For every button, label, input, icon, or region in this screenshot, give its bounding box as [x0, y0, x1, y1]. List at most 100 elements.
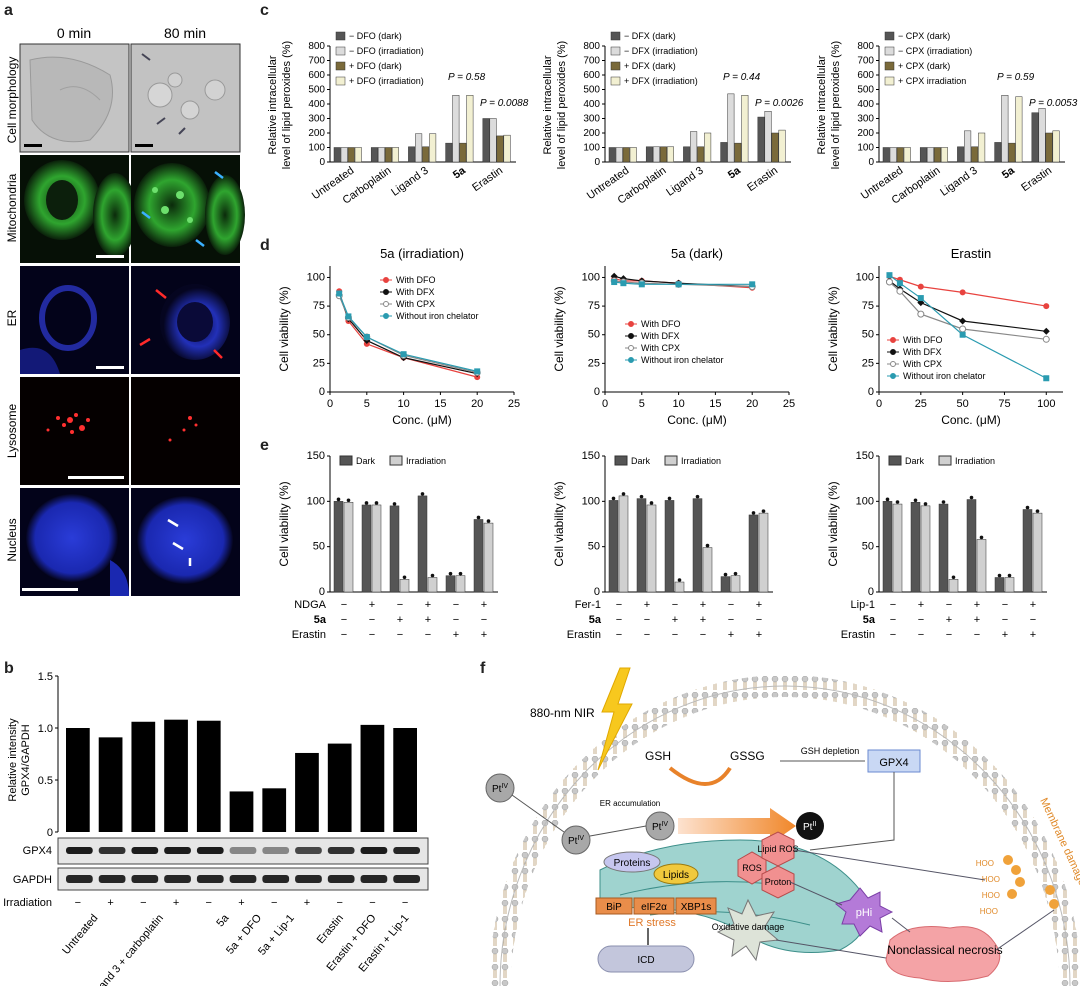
bar	[646, 504, 657, 593]
bar	[482, 118, 490, 163]
legend-label: + DFX (irradiation)	[624, 76, 698, 86]
bar	[295, 752, 319, 832]
sign-row2: +	[974, 614, 980, 626]
gapdh-band	[327, 875, 355, 883]
data-point	[374, 501, 379, 505]
sign-row1: +	[369, 599, 375, 611]
y-tick-label: 0	[319, 386, 325, 398]
data-point	[723, 572, 728, 577]
bar	[645, 146, 653, 163]
bar	[919, 147, 927, 163]
legend-marker	[383, 289, 389, 295]
sign-row1: −	[728, 599, 734, 611]
y-tick-label: 0	[594, 586, 600, 598]
panel-label-c: c	[260, 2, 269, 19]
sign-row1: +	[974, 599, 980, 611]
gpx4-band	[131, 847, 159, 854]
proteins-oval	[603, 851, 661, 873]
legend-label: Without iron chelator	[396, 311, 479, 321]
sign-row1: +	[481, 599, 487, 611]
bar	[1022, 509, 1033, 593]
gpx4-band	[66, 847, 93, 854]
bar	[964, 130, 972, 163]
sign-row3: −	[644, 629, 650, 641]
bar	[377, 147, 385, 163]
legend-marker	[890, 337, 896, 343]
sign-row2: −	[890, 614, 896, 626]
bar	[727, 93, 735, 163]
bar	[764, 111, 772, 163]
bar	[734, 142, 742, 163]
col-header-0min: 0 min	[57, 25, 91, 41]
bar	[938, 503, 949, 593]
sample-label: Erastin	[315, 912, 346, 946]
data-point	[886, 272, 893, 279]
bar	[896, 147, 904, 163]
panel-label-d: d	[260, 237, 270, 254]
gsh-oxidation-arrow	[668, 766, 732, 786]
sign-row2: +	[425, 614, 431, 626]
legend-label: With DFX	[396, 287, 435, 297]
bar	[473, 519, 484, 593]
sign-row3: −	[425, 629, 431, 641]
data-point	[917, 283, 924, 290]
row2-label: 5a	[589, 614, 602, 626]
category-label: Ligand 3	[938, 165, 979, 199]
bar	[910, 501, 921, 593]
data-point	[667, 496, 672, 501]
bar	[262, 788, 287, 832]
er-accumulation-label: ER accumulation	[600, 799, 660, 808]
data-point	[959, 331, 966, 338]
y-axis-label: level of lipid peroxides (%)	[556, 41, 568, 169]
y-axis-label: Cell viability (%)	[826, 481, 840, 566]
oxidative-damage-label: Oxidative damage	[712, 922, 785, 932]
y-tick-label: 0	[319, 157, 325, 168]
y-tick-label: 300	[857, 114, 874, 125]
y-tick-label: 600	[583, 70, 600, 81]
data-point	[941, 500, 946, 504]
bar	[131, 721, 156, 832]
gpx4-band	[229, 847, 257, 854]
gpx4-band	[98, 847, 126, 854]
gapdh-band	[393, 875, 420, 883]
sign-row2: −	[1002, 614, 1008, 626]
legend-swatch	[884, 46, 895, 56]
y-tick-label: 100	[307, 271, 325, 283]
legend-label: Dark	[905, 456, 925, 466]
y-tick-label: 100	[856, 271, 874, 283]
bip-box	[595, 897, 633, 915]
legend-label: + DFO (irradiation)	[349, 76, 424, 86]
data-point	[430, 573, 435, 578]
x-tick-label: 25	[783, 398, 795, 410]
y-tick-label: 50	[588, 329, 600, 341]
legend-label: With DFO	[641, 319, 681, 329]
data-point	[749, 281, 756, 288]
y-tick-label: 0	[868, 586, 874, 598]
y-tick-label: 50	[313, 329, 325, 341]
legend-label: Irradiation	[681, 456, 721, 466]
category-label: Ligand 3	[389, 165, 430, 199]
bar	[978, 132, 986, 163]
x-axis-label: Conc. (μM)	[941, 413, 1001, 427]
bar	[618, 495, 629, 593]
bar	[371, 504, 382, 593]
sign-row1: −	[397, 599, 403, 611]
gapdh-band	[66, 875, 93, 883]
y-tick-label: 400	[308, 99, 325, 110]
bar	[1038, 108, 1046, 163]
irradiation-sign: −	[369, 897, 375, 909]
gpx4-band	[164, 847, 191, 854]
y-tick-label: 100	[582, 271, 600, 283]
legend-label: With DFX	[641, 331, 680, 341]
sign-row2: +	[397, 614, 403, 626]
bar	[608, 500, 619, 593]
row-label-lysosome: Lysosome	[5, 404, 19, 459]
sign-row2: +	[946, 614, 952, 626]
er-stress-label: ER stress	[628, 917, 676, 929]
y-axis-label: Cell viability (%)	[552, 481, 566, 566]
sign-row1: +	[644, 599, 650, 611]
sign-row3: −	[341, 629, 347, 641]
irradiation-sign: +	[107, 897, 113, 909]
gapdh-band	[262, 875, 290, 883]
sign-row3: +	[728, 629, 734, 641]
